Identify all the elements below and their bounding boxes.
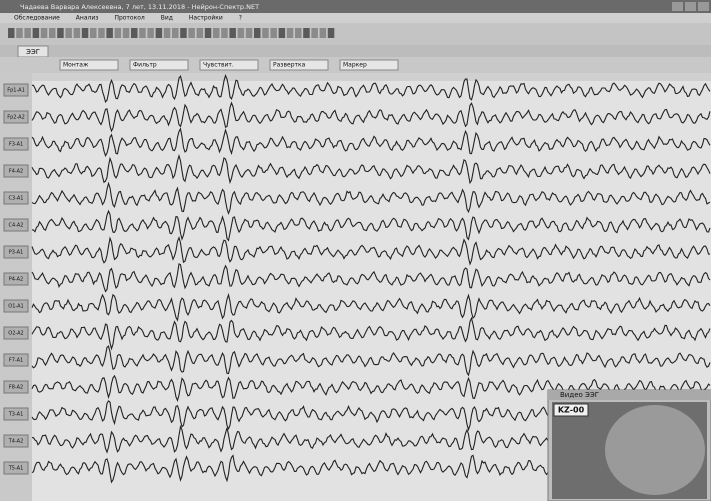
close-button[interactable] (698, 2, 709, 11)
channel-label: T4-A2 (8, 439, 24, 445)
toolbar-button[interactable] (156, 28, 163, 38)
menu-item[interactable]: Анализ (76, 15, 99, 22)
channel-label: T3-A1 (8, 412, 24, 418)
toolbar-button[interactable] (229, 28, 236, 38)
toolbar-field-label: Фильтр (133, 62, 157, 69)
channel-label: C3-A1 (9, 196, 24, 202)
toolbar-button[interactable] (311, 28, 318, 38)
toolbar-button[interactable] (295, 28, 302, 38)
minimize-button[interactable] (672, 2, 683, 11)
window-title: Чадаева Варвара Алексеевна, 7 лет, 13.11… (20, 3, 259, 11)
video-label: KZ-00 (558, 406, 585, 415)
time-ruler (32, 73, 711, 81)
channel-label: T5-A1 (8, 466, 24, 472)
tab-label: ЭЭГ (26, 48, 40, 56)
toolbar-button[interactable] (49, 28, 56, 38)
toolbar-button[interactable] (213, 28, 220, 38)
menu-item[interactable]: Вид (161, 15, 173, 22)
toolbar-button[interactable] (24, 28, 31, 38)
channel-label: P4-A2 (9, 277, 24, 283)
menu-bar (0, 13, 711, 23)
channel-label: P3-A1 (9, 250, 24, 256)
toolbar-field-label: Чувствит. (203, 62, 234, 69)
tab-strip (0, 45, 711, 57)
video-subject (605, 405, 705, 495)
eeg-app: Чадаева Варвара Алексеевна, 7 лет, 13.11… (0, 0, 711, 501)
toolbar-button[interactable] (164, 28, 171, 38)
toolbar-button[interactable] (205, 28, 212, 38)
toolbar-button[interactable] (270, 28, 277, 38)
toolbar-button[interactable] (254, 28, 261, 38)
channel-label: Fp2-A2 (7, 115, 25, 121)
toolbar-button[interactable] (8, 28, 15, 38)
toolbar-field-label: Развертка (273, 62, 306, 69)
toolbar-button[interactable] (57, 28, 64, 38)
toolbar-button[interactable] (82, 28, 89, 38)
toolbar-button[interactable] (90, 28, 97, 38)
channel-label: Fp1-A1 (7, 88, 25, 94)
toolbar-button[interactable] (328, 28, 335, 38)
toolbar-field-label: Монтаж (63, 62, 89, 69)
toolbar-button[interactable] (188, 28, 195, 38)
channel-label: O1-A1 (8, 304, 23, 310)
channel-label: O2-A2 (8, 331, 23, 337)
toolbar-button[interactable] (16, 28, 23, 38)
screen: Чадаева Варвара Алексеевна, 7 лет, 13.11… (0, 0, 711, 501)
toolbar-button[interactable] (106, 28, 113, 38)
toolbar-button[interactable] (41, 28, 48, 38)
toolbar-button[interactable] (279, 28, 286, 38)
toolbar-button[interactable] (180, 28, 187, 38)
menu-item[interactable]: Обследование (14, 15, 60, 22)
toolbar-field-label: Маркер (343, 62, 367, 69)
menu-item[interactable]: ? (239, 15, 242, 22)
channel-label: F8-A2 (9, 385, 23, 391)
toolbar-button[interactable] (320, 28, 327, 38)
toolbar-button[interactable] (303, 28, 310, 38)
toolbar-button[interactable] (287, 28, 294, 38)
toolbar-button[interactable] (33, 28, 40, 38)
toolbar-button[interactable] (139, 28, 146, 38)
toolbar-button[interactable] (172, 28, 179, 38)
toolbar-button[interactable] (246, 28, 253, 38)
toolbar-button[interactable] (65, 28, 72, 38)
video-title: Видео ЭЭГ (560, 391, 599, 399)
channel-label: C4-A2 (9, 223, 24, 229)
toolbar-button[interactable] (221, 28, 228, 38)
toolbar-button[interactable] (197, 28, 204, 38)
toolbar-button[interactable] (147, 28, 154, 38)
channel-label: F3-A1 (9, 142, 23, 148)
maximize-button[interactable] (685, 2, 696, 11)
toolbar-button[interactable] (123, 28, 130, 38)
toolbar-button[interactable] (131, 28, 138, 38)
toolbar-button[interactable] (238, 28, 245, 38)
menu-item[interactable]: Настройки (189, 15, 223, 22)
channel-label: F4-A2 (9, 169, 23, 175)
channel-label: F7-A1 (9, 358, 23, 364)
toolbar-button[interactable] (74, 28, 81, 38)
menu-item[interactable]: Протокол (114, 15, 144, 22)
toolbar-button[interactable] (115, 28, 122, 38)
toolbar-button[interactable] (98, 28, 105, 38)
toolbar-button[interactable] (262, 28, 269, 38)
